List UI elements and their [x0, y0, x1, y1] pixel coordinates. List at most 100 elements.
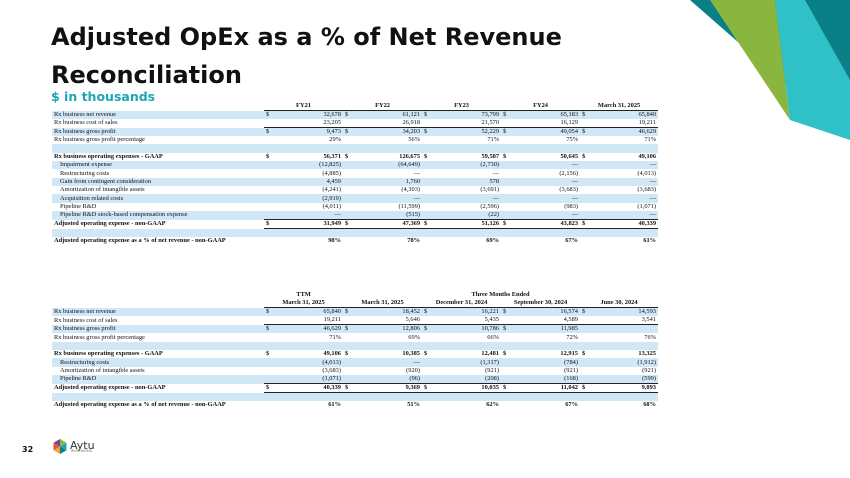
currency-symbol	[343, 237, 355, 245]
cell-value: 9,893	[592, 383, 658, 394]
currency-symbol: $	[264, 219, 276, 230]
currency-symbol	[501, 136, 513, 144]
currency-symbol	[264, 358, 276, 366]
currency-symbol	[343, 342, 355, 350]
company-logo: Aytu BIOPHARMA	[53, 439, 95, 454]
cell-value	[592, 229, 658, 237]
row-label: Pipeline R&D stock-based compensation ex…	[60, 211, 188, 219]
currency-symbol: $	[343, 383, 355, 394]
cell-value: 5,435	[434, 316, 501, 326]
cell-value: 61%	[328, 401, 341, 409]
currency-symbol	[264, 144, 276, 152]
cell-value: (22)	[434, 211, 502, 221]
table-row: Adjusted operating expense - non-GAAP $40…	[52, 383, 658, 394]
cell-value	[276, 229, 343, 237]
currency-symbol	[343, 136, 355, 144]
table-row	[52, 392, 658, 401]
cell-value: 16,221	[481, 308, 499, 316]
currency-symbol	[264, 186, 276, 194]
cell-value: 65,840	[323, 308, 341, 316]
cell-value: (64,649)	[398, 161, 421, 169]
cell-value	[355, 393, 422, 401]
currency-symbol	[501, 316, 513, 326]
currency-symbol: $	[343, 219, 356, 230]
cell-value: 73,799	[481, 111, 500, 118]
row-label: Rx business gross profit percentage	[54, 333, 145, 341]
currency-symbol: $	[582, 111, 586, 118]
cell-value: (921)	[564, 366, 578, 374]
currency-symbol	[422, 342, 434, 350]
aytu-hexagon-icon	[53, 439, 67, 454]
cell-value: (921)	[642, 366, 656, 374]
row-label: Adjusted operating expense as a % of net…	[54, 401, 226, 409]
currency-symbol	[264, 401, 276, 409]
currency-symbol	[264, 161, 276, 169]
cell-value: 12,915	[560, 350, 578, 358]
cell-value: 1,760	[405, 177, 421, 185]
group-header-three-months: Three Months Ended	[471, 291, 530, 299]
cell-value: 13,325	[638, 350, 656, 358]
cell-value: (4,241)	[322, 186, 342, 194]
currency-symbol	[264, 229, 276, 237]
currency-symbol	[343, 186, 355, 194]
currency-symbol: $	[345, 128, 349, 135]
currency-symbol	[501, 375, 513, 385]
cell-value	[276, 393, 343, 401]
currency-symbol	[343, 178, 355, 186]
currency-symbol	[580, 119, 593, 128]
row-label	[52, 229, 264, 237]
currency-symbol	[422, 316, 434, 326]
cell-value	[434, 342, 501, 350]
cell-value: 3,541	[592, 316, 658, 326]
table-row: Adjusted operating expense as a % of net…	[52, 237, 658, 245]
cell-value: —	[413, 194, 421, 202]
row-label: Rx business gross profit	[54, 127, 116, 135]
currency-symbol: $	[345, 350, 349, 358]
currency-symbol	[580, 333, 592, 341]
cell-value: (2,919)	[322, 194, 342, 202]
column-header: June 30, 2024	[580, 299, 658, 309]
cell-value: 52,229	[481, 128, 500, 135]
cell-value: 51%	[407, 401, 420, 409]
cell-value: 69%	[408, 333, 420, 341]
currency-symbol	[501, 169, 513, 177]
currency-symbol	[422, 237, 434, 245]
currency-symbol	[264, 119, 276, 128]
currency-symbol	[343, 375, 355, 385]
row-label	[52, 393, 264, 401]
row-label: Impairment expense	[60, 161, 112, 169]
currency-symbol	[580, 367, 592, 375]
cell-value	[355, 342, 422, 350]
cell-value: (920)	[406, 366, 420, 374]
cell-value: 61,121	[402, 111, 421, 118]
currency-symbol	[422, 178, 434, 186]
table-row: Adjusted operating expense as a % of net…	[52, 401, 658, 409]
row-label: Restructuring costs	[60, 358, 110, 366]
cell-value: —	[276, 211, 344, 221]
currency-symbol	[501, 211, 514, 221]
currency-symbol: $	[503, 325, 507, 333]
currency-symbol: $	[424, 152, 428, 160]
table-row: Rx business gross profit percentage 71% 69…	[52, 333, 658, 341]
currency-symbol	[422, 169, 434, 177]
currency-symbol	[580, 401, 592, 409]
currency-symbol: $	[501, 219, 514, 230]
currency-symbol	[343, 333, 355, 341]
cell-value: 40,339	[592, 219, 659, 230]
row-label: Restructuring costs	[60, 169, 110, 177]
cell-value	[592, 144, 658, 152]
currency-symbol	[343, 144, 355, 152]
table-row: Amortization of intangible assets (4,241)…	[52, 186, 658, 194]
currency-symbol	[422, 186, 434, 194]
cell-value	[355, 144, 422, 152]
currency-symbol	[501, 367, 513, 375]
table-row: Rx business cost of sales 23,205 26,918 21,…	[52, 119, 659, 128]
currency-symbol	[501, 229, 513, 237]
cell-value: 43,823	[513, 219, 581, 230]
cell-value	[434, 144, 501, 152]
currency-symbol: $	[582, 308, 586, 316]
currency-symbol: $	[424, 325, 428, 333]
currency-symbol	[580, 375, 592, 385]
currency-symbol	[343, 194, 355, 202]
currency-symbol	[501, 393, 513, 401]
